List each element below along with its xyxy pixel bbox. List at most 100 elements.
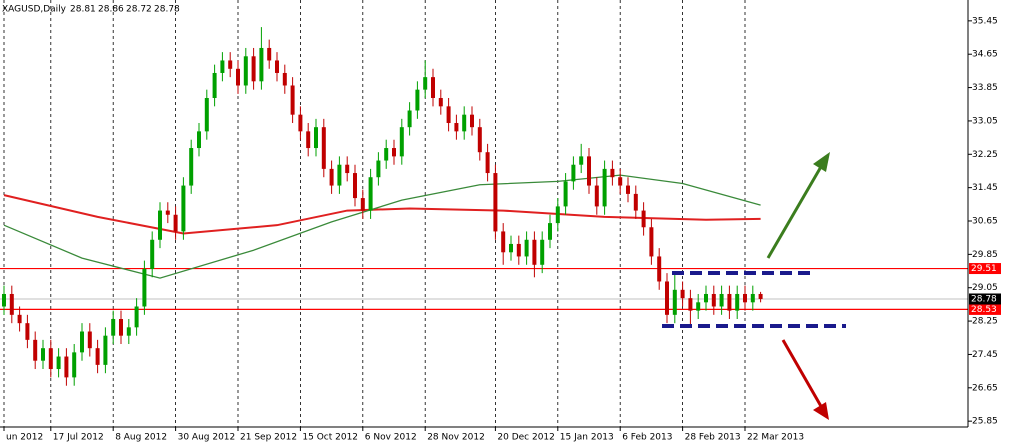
y-tick-label: 26.65 bbox=[972, 383, 998, 393]
candle-body bbox=[665, 281, 669, 315]
candle-body bbox=[87, 331, 92, 349]
arrow-down bbox=[781, 339, 824, 409]
candle-body bbox=[251, 56, 256, 82]
x-tick-label: 28 Nov 2012 bbox=[427, 433, 485, 443]
candle-body bbox=[126, 327, 131, 336]
candle-body bbox=[345, 164, 350, 174]
symbol-title: XAGUSD,Daily bbox=[2, 5, 67, 15]
candle-body bbox=[33, 339, 38, 361]
candle-body bbox=[509, 243, 513, 253]
x-tick-label: 21 Sep 2012 bbox=[240, 433, 297, 443]
candle-body bbox=[111, 318, 116, 336]
y-tick-label: 34.65 bbox=[972, 50, 998, 60]
candle-body bbox=[298, 114, 303, 132]
candle-body bbox=[758, 293, 763, 299]
candle-body bbox=[649, 227, 654, 257]
candle-body bbox=[290, 85, 295, 115]
candle-body bbox=[470, 114, 474, 128]
candle-body bbox=[399, 127, 404, 157]
candle-body bbox=[2, 293, 6, 307]
y-tick-label: 27.45 bbox=[972, 350, 998, 360]
x-tick-label: 6 Feb 2013 bbox=[622, 433, 672, 443]
x-tick-label: 17 Jul 2012 bbox=[53, 433, 104, 443]
candle-body bbox=[48, 348, 53, 370]
candle-body bbox=[282, 72, 287, 86]
candle-body bbox=[321, 127, 326, 169]
candle-body bbox=[173, 214, 178, 232]
candle-body bbox=[594, 185, 599, 207]
candle-body bbox=[446, 106, 451, 124]
arrow-up bbox=[766, 164, 824, 259]
candle-body bbox=[267, 47, 272, 61]
candle-body bbox=[384, 148, 389, 161]
y-tick-label: 32.25 bbox=[972, 150, 998, 160]
y-tick-label: 25.85 bbox=[972, 417, 998, 427]
x-tick-label: 15 Jan 2013 bbox=[560, 433, 614, 443]
candle-body bbox=[259, 47, 264, 82]
candle-body bbox=[641, 210, 646, 228]
chart-title: XAGUSD,Daily bbox=[2, 5, 67, 15]
header-value: 28.78 bbox=[154, 5, 180, 15]
candle-body bbox=[750, 293, 755, 303]
candle-body bbox=[25, 323, 30, 340]
candle-body bbox=[337, 164, 342, 186]
candle-body bbox=[392, 148, 396, 157]
x-tick-label: 8 Aug 2012 bbox=[115, 433, 167, 443]
candle-body bbox=[275, 60, 279, 73]
candle-body bbox=[158, 210, 162, 240]
moving-average bbox=[3, 194, 761, 235]
candle-body bbox=[306, 131, 311, 149]
candle-body bbox=[618, 177, 623, 186]
candle-body bbox=[743, 293, 747, 303]
candle-body bbox=[571, 164, 576, 182]
arrow-head bbox=[813, 152, 830, 172]
candle-body bbox=[555, 206, 560, 224]
candle-body bbox=[56, 356, 61, 370]
level-label: 29.51 bbox=[971, 264, 997, 274]
candle-body bbox=[17, 314, 22, 324]
candle-body bbox=[602, 168, 607, 207]
candle-body bbox=[454, 123, 459, 132]
level-label-bg bbox=[969, 263, 1001, 275]
candle-body bbox=[633, 193, 638, 211]
last-price-bg bbox=[969, 293, 1001, 305]
candle-body bbox=[485, 152, 490, 174]
candle-body bbox=[9, 293, 14, 315]
candle-body bbox=[548, 223, 552, 240]
candle-body bbox=[540, 239, 545, 265]
candle-body bbox=[524, 239, 529, 257]
x-tick-label: 30 Aug 2012 bbox=[178, 433, 236, 443]
candle-body bbox=[587, 156, 591, 186]
candle-body bbox=[134, 306, 139, 328]
plot-area bbox=[0, 0, 968, 427]
candle-body bbox=[610, 168, 615, 178]
candle-body bbox=[189, 148, 194, 186]
candle-body bbox=[477, 127, 482, 153]
candle-body bbox=[150, 239, 155, 269]
x-tick-label: 22 Mar 2013 bbox=[747, 433, 804, 443]
candle-body bbox=[711, 293, 716, 307]
candle-body bbox=[314, 127, 318, 149]
y-tick-label: 33.05 bbox=[972, 116, 998, 126]
level-label-bg bbox=[969, 303, 1001, 315]
x-tick-label: 20 Dec 2012 bbox=[497, 433, 555, 443]
y-tick-label: 28.25 bbox=[972, 317, 998, 327]
candle-body bbox=[423, 77, 428, 90]
candle-body bbox=[704, 293, 708, 303]
candle-body bbox=[376, 160, 381, 178]
candle-body bbox=[688, 298, 693, 311]
candle-body bbox=[532, 239, 537, 265]
candle-body bbox=[672, 289, 677, 315]
y-tick-label: 29.05 bbox=[972, 283, 998, 293]
candle-body bbox=[236, 68, 240, 86]
candle-body bbox=[360, 198, 365, 211]
x-tick-label: 15 Oct 2012 bbox=[302, 433, 358, 443]
candle-body bbox=[431, 77, 435, 98]
candle-body bbox=[103, 335, 108, 365]
candle-body bbox=[462, 114, 467, 132]
header-value: 28.86 bbox=[98, 5, 124, 15]
header-value: 28.72 bbox=[126, 5, 152, 15]
y-tick-label: 35.45 bbox=[972, 16, 998, 26]
